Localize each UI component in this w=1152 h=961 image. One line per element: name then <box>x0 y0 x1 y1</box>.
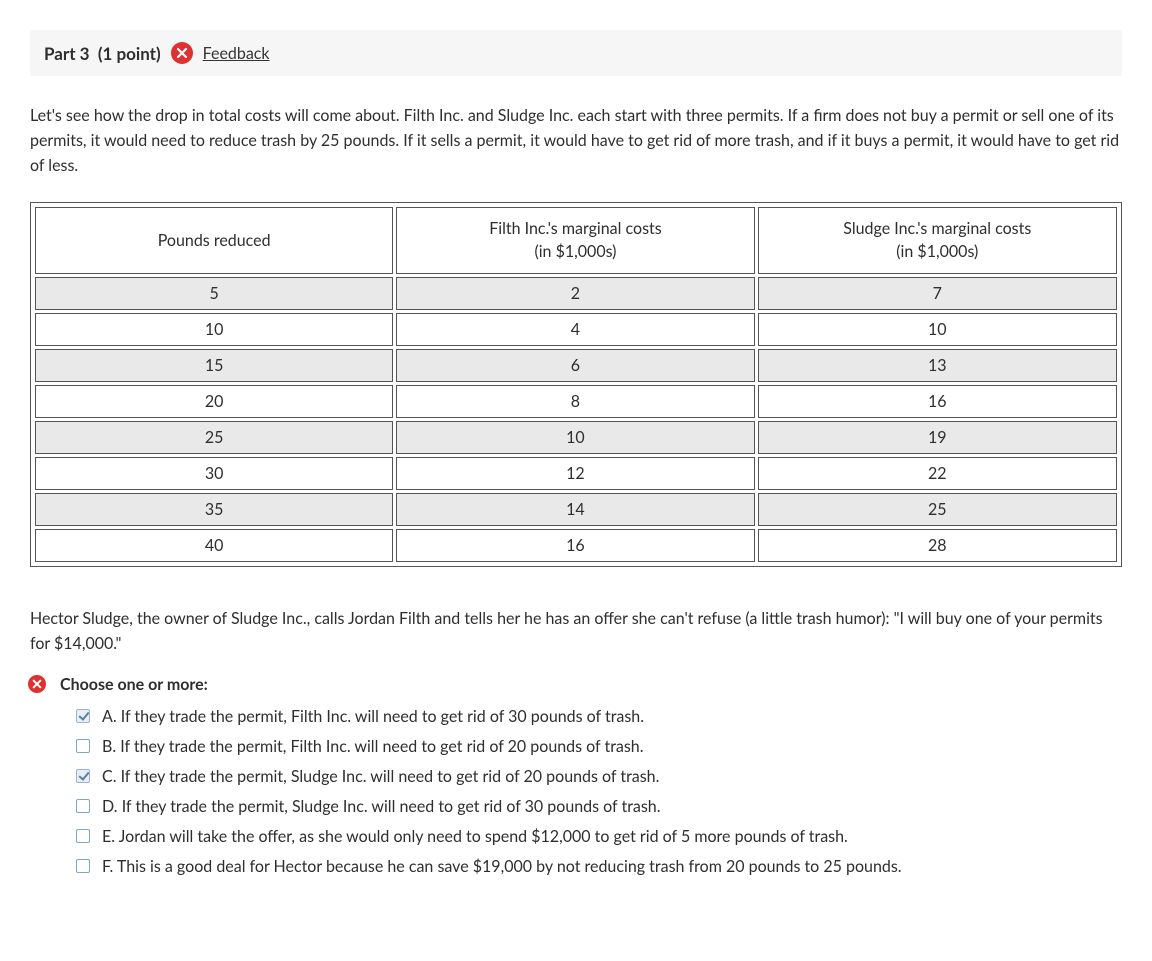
table-cell: 25 <box>35 421 393 454</box>
incorrect-icon <box>171 42 193 64</box>
feedback-link[interactable]: Feedback <box>203 44 270 63</box>
option-text: A. If they trade the permit, Filth Inc. … <box>102 705 644 729</box>
answer-options: A. If they trade the permit, Filth Inc. … <box>30 702 1122 882</box>
part-label: Part 3 <box>44 43 90 64</box>
table-row: 10410 <box>35 313 1117 346</box>
table-row: 527 <box>35 277 1117 310</box>
answer-option[interactable]: D. If they trade the permit, Sludge Inc.… <box>76 792 1122 822</box>
table-row: 20816 <box>35 385 1117 418</box>
option-text: F. This is a good deal for Hector becaus… <box>102 855 902 879</box>
table-cell: 12 <box>396 457 754 490</box>
marginal-cost-table: Pounds reducedFilth Inc.'s marginal cost… <box>30 202 1122 567</box>
table-cell: 6 <box>396 349 754 382</box>
table-cell: 8 <box>396 385 754 418</box>
table-cell: 28 <box>758 529 1117 562</box>
table-cell: 30 <box>35 457 393 490</box>
scenario-text: Hector Sludge, the owner of Sludge Inc.,… <box>30 607 1122 657</box>
option-text: D. If they trade the permit, Sludge Inc.… <box>102 795 660 819</box>
table-cell: 4 <box>396 313 754 346</box>
table-row: 401628 <box>35 529 1117 562</box>
option-text: E. Jordan will take the offer, as she wo… <box>102 825 848 849</box>
table-cell: 10 <box>396 421 754 454</box>
prompt-row: Choose one or more: <box>28 675 1122 694</box>
answer-option[interactable]: A. If they trade the permit, Filth Inc. … <box>76 702 1122 732</box>
answer-option[interactable]: B. If they trade the permit, Filth Inc. … <box>76 732 1122 762</box>
checkbox-icon[interactable] <box>76 739 90 753</box>
table-cell: 10 <box>35 313 393 346</box>
table-cell: 7 <box>758 277 1117 310</box>
option-text: C. If they trade the permit, Sludge Inc.… <box>102 765 659 789</box>
incorrect-icon <box>28 675 46 693</box>
table-cell: 35 <box>35 493 393 526</box>
table-row: 351425 <box>35 493 1117 526</box>
answer-option[interactable]: C. If they trade the permit, Sludge Inc.… <box>76 762 1122 792</box>
table-header-cell: Pounds reduced <box>35 207 393 274</box>
checkbox-icon[interactable] <box>76 769 90 783</box>
answer-option[interactable]: E. Jordan will take the offer, as she wo… <box>76 822 1122 852</box>
checkbox-icon[interactable] <box>76 799 90 813</box>
table-cell: 19 <box>758 421 1117 454</box>
option-text: B. If they trade the permit, Filth Inc. … <box>102 735 643 759</box>
checkbox-icon[interactable] <box>76 859 90 873</box>
table-cell: 22 <box>758 457 1117 490</box>
table-cell: 10 <box>758 313 1117 346</box>
choose-prompt: Choose one or more: <box>60 675 208 694</box>
table-row: 301222 <box>35 457 1117 490</box>
table-row: 251019 <box>35 421 1117 454</box>
table-cell: 14 <box>396 493 754 526</box>
table-cell: 20 <box>35 385 393 418</box>
checkbox-icon[interactable] <box>76 709 90 723</box>
table-cell: 16 <box>396 529 754 562</box>
checkbox-icon[interactable] <box>76 829 90 843</box>
table-cell: 25 <box>758 493 1117 526</box>
table-cell: 16 <box>758 385 1117 418</box>
table-header-cell: Filth Inc.'s marginal costs(in $1,000s) <box>396 207 754 274</box>
table-header-cell: Sludge Inc.'s marginal costs(in $1,000s) <box>758 207 1117 274</box>
table-cell: 15 <box>35 349 393 382</box>
table-cell: 40 <box>35 529 393 562</box>
table-cell: 2 <box>396 277 754 310</box>
table-cell: 5 <box>35 277 393 310</box>
answer-option[interactable]: F. This is a good deal for Hector becaus… <box>76 852 1122 882</box>
part-title: Part 3 (1 point) <box>44 43 161 64</box>
points-label: (1 point) <box>98 43 161 64</box>
table-row: 15613 <box>35 349 1117 382</box>
part-header: Part 3 (1 point) Feedback <box>30 30 1122 76</box>
intro-text: Let's see how the drop in total costs wi… <box>30 104 1122 178</box>
table-cell: 13 <box>758 349 1117 382</box>
table-header-row: Pounds reducedFilth Inc.'s marginal cost… <box>35 207 1117 274</box>
